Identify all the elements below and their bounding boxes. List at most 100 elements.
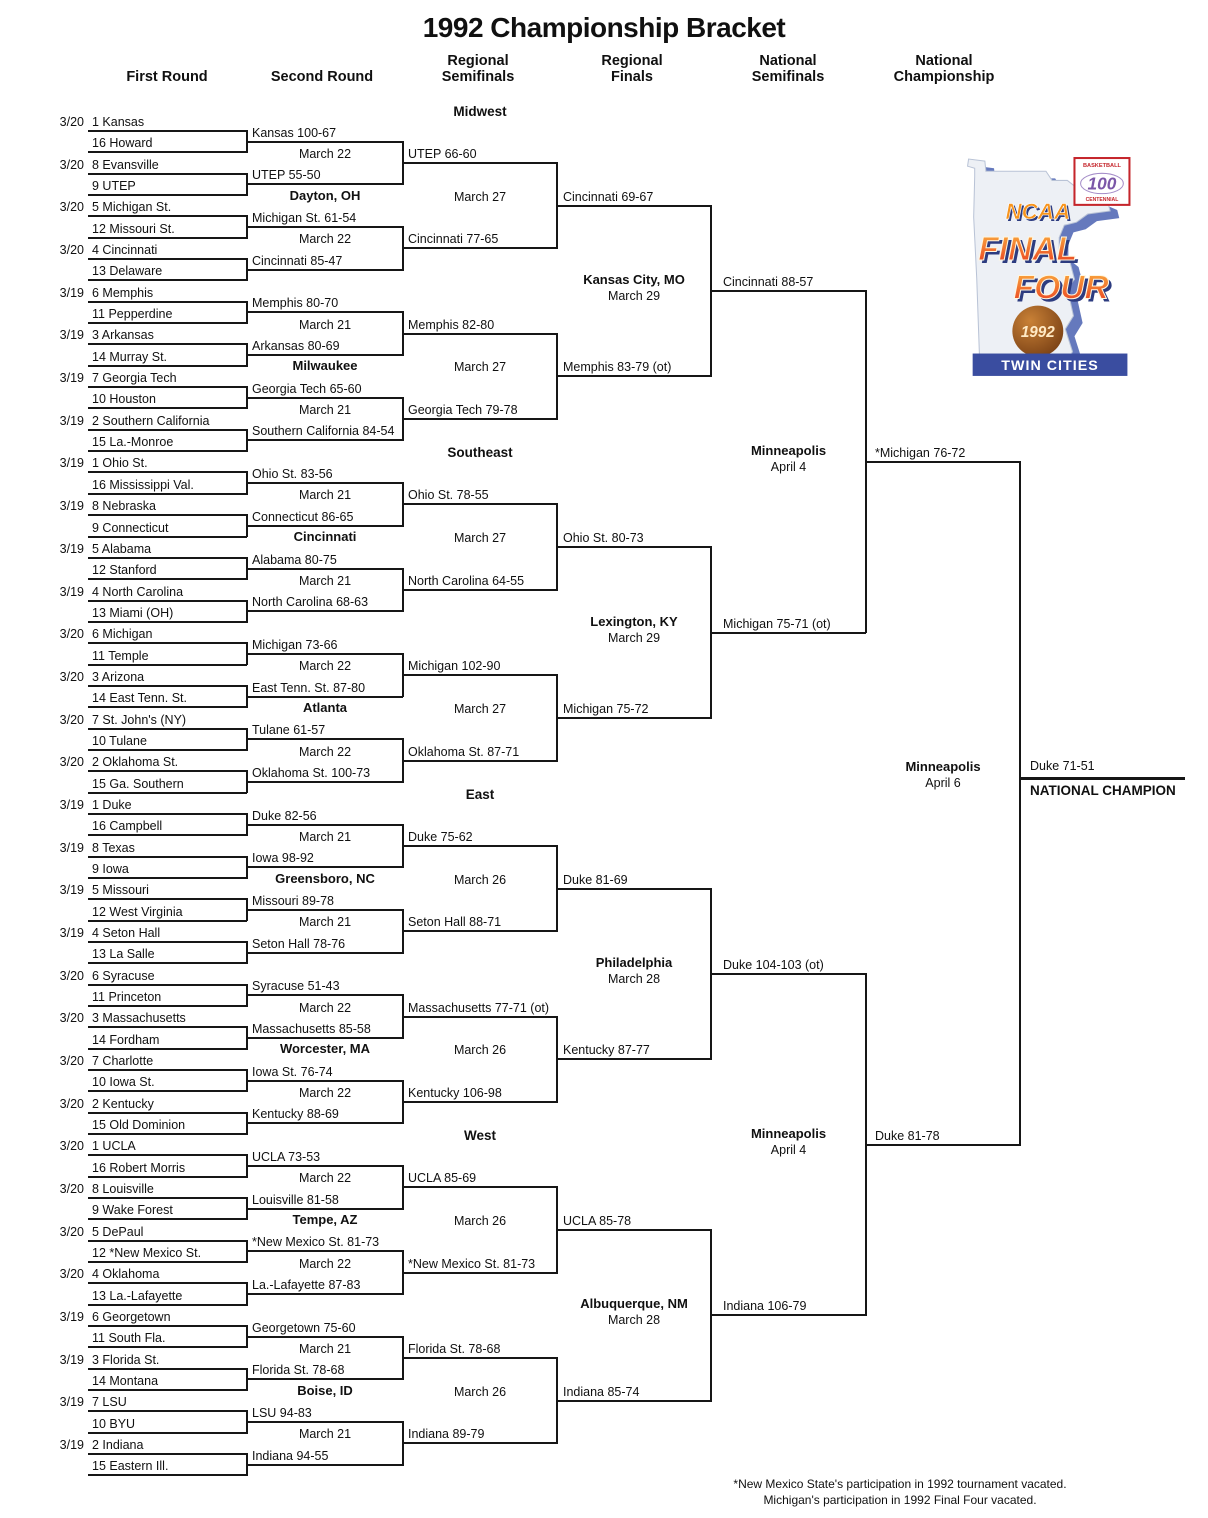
- round1-winner-line: [247, 908, 403, 911]
- semifinal-winner-line: [557, 887, 711, 890]
- team-line: [88, 919, 247, 922]
- team-line: [88, 876, 247, 879]
- semifinal-result: Indiana 85-74: [563, 1384, 640, 1399]
- team-name: 3 Florida St.: [92, 1352, 160, 1367]
- round1-winner-line: [247, 1207, 403, 1210]
- round1-result: Iowa 98-92: [252, 851, 314, 866]
- team-line: [88, 514, 247, 517]
- team-line: [88, 599, 247, 602]
- team-line: [88, 428, 247, 431]
- team-line: [88, 492, 247, 495]
- round2-result: *New Mexico St. 81-73: [408, 1256, 536, 1271]
- team-name: 15 La.-Monroe: [92, 435, 174, 450]
- first-round-date: 3/19: [59, 1310, 84, 1324]
- team-line: [88, 1111, 247, 1114]
- round1-winner-line: [247, 1079, 403, 1082]
- second-round-site: Boise, ID: [297, 1382, 353, 1398]
- semifinal-winner-line: [557, 1399, 711, 1402]
- semifinal-result: Duke 81-69: [563, 872, 628, 887]
- team-name: 9 Wake Forest: [92, 1203, 173, 1218]
- first-round-date: 3/20: [59, 1096, 84, 1111]
- team-line: [88, 727, 247, 730]
- logo-four-text: FOUR: [1014, 270, 1110, 307]
- first-round-date: 3/19: [59, 797, 84, 812]
- national-semifinal-winner-line: [866, 1143, 1020, 1146]
- round1-winner-line: [247, 396, 403, 399]
- team-name: 12 Stanford: [92, 563, 157, 578]
- round1-winner-line: [247, 1036, 403, 1039]
- badge-100-text: 100: [1088, 174, 1117, 194]
- team-name: 6 Syracuse: [92, 968, 155, 983]
- team-name: 14 Murray St.: [92, 349, 168, 364]
- final-four-site: Minneapolis: [750, 1125, 827, 1141]
- team-name: 3 Massachusetts: [92, 1011, 186, 1026]
- national-semifinal-winner-line: [866, 460, 1020, 463]
- round2-winner-line: [403, 1442, 557, 1445]
- team-name: 16 Mississippi Val.: [92, 477, 194, 492]
- semifinal-game-date: March 26: [453, 1214, 507, 1228]
- team-line: [88, 322, 247, 325]
- first-round-date: 3/19: [59, 883, 84, 898]
- column-header: Regional Semifinals: [403, 53, 553, 85]
- team-line: [88, 1261, 247, 1263]
- team-name: 2 Oklahoma St.: [92, 755, 179, 770]
- team-name: 16 Campbell: [92, 819, 163, 834]
- team-name: 9 UTEP: [92, 179, 136, 193]
- team-line: [88, 151, 247, 154]
- regional-final-result: Cincinnati 88-57: [723, 275, 814, 290]
- region-title: East: [465, 786, 495, 802]
- round2-winner-line: [403, 674, 557, 677]
- regional-final-winner-line: [711, 1314, 866, 1317]
- team-name: 5 Missouri: [92, 883, 149, 898]
- team-line: [88, 236, 247, 239]
- team-line: [88, 684, 247, 687]
- badge-basketball-text: BASKETBALL: [1083, 163, 1121, 169]
- round2-result: Kentucky 106-98: [408, 1086, 502, 1100]
- regional-final-winner-line: [711, 290, 866, 293]
- round2-game-date: March 21: [298, 488, 352, 503]
- semifinal-result: Memphis 83-79 (ot): [563, 360, 672, 375]
- round1-result: Arkansas 80-69: [252, 339, 340, 354]
- first-round-date: 3/19: [59, 499, 84, 514]
- round1-winner-line: [247, 1250, 403, 1253]
- semifinal-game-date: March 27: [453, 701, 507, 716]
- team-name: 14 East Tenn. St.: [92, 691, 187, 706]
- round2-result: North Carolina 64-55: [408, 573, 525, 588]
- team-line: [88, 1346, 247, 1349]
- first-round-date: 3/19: [59, 285, 84, 300]
- round2-game-date: March 22: [298, 1171, 352, 1186]
- round2-result: UCLA 85-69: [408, 1171, 477, 1186]
- team-line: [88, 1218, 247, 1221]
- team-line: [88, 343, 247, 346]
- second-round-site: Worcester, MA: [279, 1041, 371, 1057]
- team-name: 15 Ga. Southern: [92, 776, 184, 791]
- semifinal-game-date: March 26: [453, 872, 507, 887]
- regional-final-date: March 28: [607, 1313, 661, 1328]
- second-round-site: Milwaukee: [292, 358, 358, 374]
- team-name: 1 UCLA: [92, 1139, 136, 1154]
- second-round-site: Dayton, OH: [289, 187, 361, 203]
- regional-final-result: Duke 104-103 (ot): [723, 957, 824, 972]
- championship-connector-line: [1019, 460, 1021, 1146]
- round1-result: Florida St. 78-68: [252, 1363, 345, 1378]
- team-name: 3 Arkansas: [92, 328, 154, 343]
- column-header-line: National: [759, 53, 817, 69]
- team-name: 1 Ohio St.: [92, 456, 148, 471]
- team-name: 9 Connecticut: [92, 520, 169, 535]
- region-title: Southeast: [447, 445, 513, 461]
- first-round-date: 3/20: [59, 157, 84, 172]
- round1-result: *New Mexico St. 81-73: [252, 1235, 380, 1250]
- regional-final-winner-line: [711, 972, 866, 975]
- column-header: Regional Finals: [557, 53, 707, 85]
- team-line: [88, 1197, 247, 1199]
- basketball-icon: [1012, 305, 1064, 357]
- team-line: [88, 1090, 247, 1093]
- team-line: [88, 940, 247, 943]
- team-line: [88, 258, 247, 260]
- team-line: [88, 471, 247, 474]
- team-name: 11 Pepperdine: [92, 307, 173, 322]
- round2-game-date: March 21: [298, 1342, 352, 1356]
- first-round-date: 3/19: [59, 925, 84, 940]
- team-line: [88, 386, 247, 389]
